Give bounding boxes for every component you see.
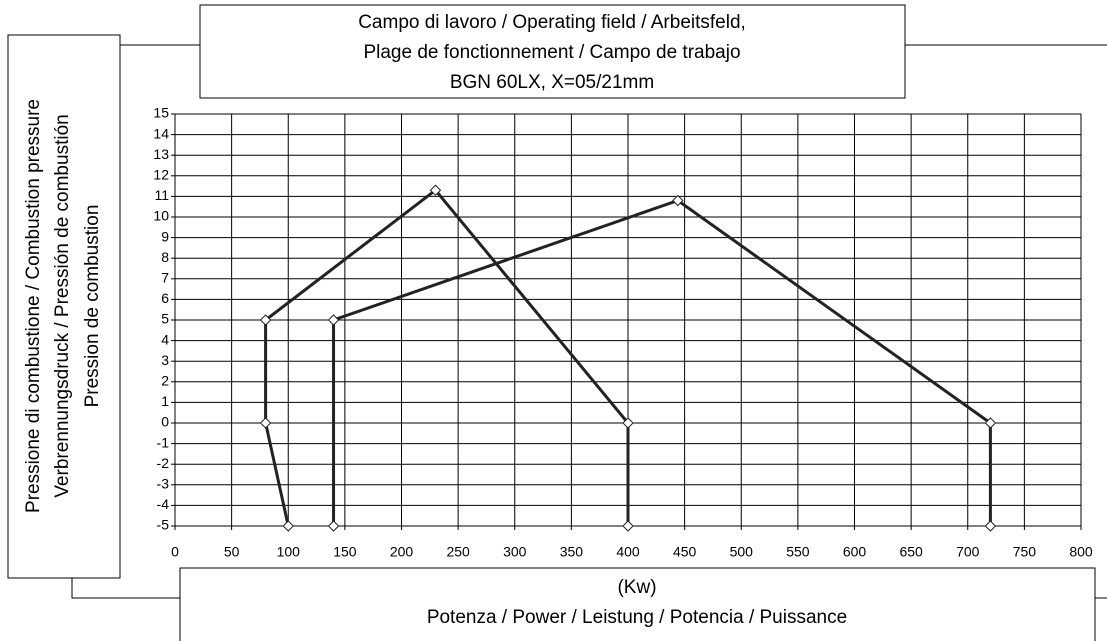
y-tick-label: 8 <box>161 249 169 265</box>
y-tick-label: 2 <box>161 373 169 389</box>
x-axis-label: (Kw) <box>617 577 656 598</box>
title-box <box>199 4 906 99</box>
y-tick-label: 7 <box>161 270 169 286</box>
chart-title: Plage de fonctionnement / Campo de traba… <box>363 42 740 63</box>
y-tick-label: -3 <box>157 476 170 492</box>
data-point <box>327 520 340 532</box>
x-tick-label: 200 <box>390 544 414 560</box>
x-tick-label: 300 <box>503 544 527 560</box>
y-axis-label: Pressione di combustione / Combustion pr… <box>23 99 44 513</box>
y-tick-label: 15 <box>153 105 169 121</box>
y-tick-label: 1 <box>161 393 169 409</box>
data-point <box>622 417 634 429</box>
series-line <box>264 188 630 527</box>
x-tick-label: 500 <box>730 544 754 560</box>
y-tick-label: -5 <box>157 517 170 533</box>
x-tick-label: 0 <box>171 544 179 560</box>
y-tick-label: 12 <box>153 167 169 183</box>
x-tick-label: 450 <box>673 544 697 560</box>
data-point <box>622 520 634 532</box>
y-tick-label: 5 <box>161 311 169 327</box>
x-tick-label: 800 <box>1069 544 1093 560</box>
y-tick-label: -4 <box>157 496 170 512</box>
y-tick-label: 14 <box>153 125 169 141</box>
y-tick-label: 13 <box>153 146 169 162</box>
data-point <box>327 314 340 326</box>
y-label-box <box>7 34 121 579</box>
x-tick-label: 50 <box>224 544 240 560</box>
x-tick-label: 550 <box>786 544 810 560</box>
x-tick-label: 700 <box>956 544 980 560</box>
y-axis-label: Verbrennungsdruck / Pressión de combusti… <box>52 114 73 497</box>
x-tick-label: 250 <box>446 544 470 560</box>
y-tick-label: 3 <box>161 352 169 368</box>
x-tick-label: 150 <box>333 544 357 560</box>
data-point <box>429 184 442 196</box>
y-tick-label: 11 <box>154 187 169 203</box>
data-point <box>282 520 294 532</box>
x-tick-label: 650 <box>899 544 923 560</box>
y-tick-label: 9 <box>161 228 169 244</box>
x-label-box <box>179 567 1096 641</box>
y-tick-label: 10 <box>153 208 169 224</box>
y-tick-label: 0 <box>161 414 169 430</box>
data-point <box>984 417 997 429</box>
chart-title: Campo di lavoro / Operating field / Arbe… <box>358 12 746 33</box>
x-tick-label: 600 <box>843 544 867 560</box>
y-tick-label: -1 <box>157 434 170 450</box>
data-point <box>984 520 997 532</box>
x-axis-label: Potenza / Power / Leistung / Potencia / … <box>427 607 847 628</box>
data-point <box>672 194 684 207</box>
y-tick-label: 4 <box>161 331 169 347</box>
x-tick-label: 350 <box>560 544 584 560</box>
data-point <box>259 417 272 429</box>
chart-title: BGN 60LX, X=05/21mm <box>450 72 654 93</box>
x-tick-label: 400 <box>616 544 640 560</box>
x-tick-label: 750 <box>1013 544 1037 560</box>
data-point <box>259 314 272 326</box>
frame-lines <box>71 44 1107 599</box>
x-tick-label: 100 <box>277 544 301 560</box>
y-tick-label: -2 <box>157 455 170 471</box>
y-tick-label: 6 <box>161 290 169 306</box>
y-axis-label: Pression de combustion <box>82 205 103 408</box>
